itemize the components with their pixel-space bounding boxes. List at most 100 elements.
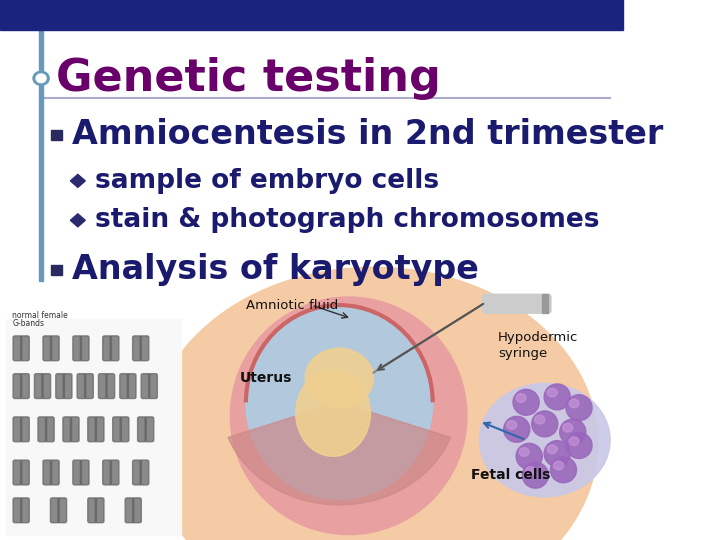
- FancyBboxPatch shape: [138, 417, 146, 442]
- FancyBboxPatch shape: [21, 336, 30, 361]
- Ellipse shape: [516, 394, 526, 402]
- FancyBboxPatch shape: [132, 336, 141, 361]
- FancyBboxPatch shape: [43, 336, 52, 361]
- Text: stain & photograph chromosomes: stain & photograph chromosomes: [94, 207, 599, 233]
- FancyBboxPatch shape: [127, 374, 136, 399]
- FancyBboxPatch shape: [88, 498, 96, 523]
- Text: Uterus: Uterus: [240, 371, 292, 385]
- FancyBboxPatch shape: [120, 417, 129, 442]
- FancyBboxPatch shape: [81, 460, 89, 485]
- Ellipse shape: [513, 389, 539, 415]
- FancyBboxPatch shape: [110, 336, 119, 361]
- FancyBboxPatch shape: [103, 460, 112, 485]
- FancyBboxPatch shape: [13, 374, 22, 399]
- FancyBboxPatch shape: [13, 498, 22, 523]
- Ellipse shape: [569, 399, 579, 408]
- Ellipse shape: [566, 395, 592, 421]
- FancyBboxPatch shape: [21, 374, 30, 399]
- FancyBboxPatch shape: [55, 374, 65, 399]
- Text: sample of embryo cells: sample of embryo cells: [94, 168, 438, 194]
- FancyBboxPatch shape: [21, 460, 30, 485]
- Circle shape: [33, 71, 49, 85]
- Ellipse shape: [566, 433, 592, 458]
- FancyBboxPatch shape: [73, 336, 81, 361]
- Ellipse shape: [526, 467, 536, 475]
- FancyBboxPatch shape: [71, 417, 79, 442]
- Ellipse shape: [150, 267, 598, 540]
- Text: Fetal cells: Fetal cells: [471, 468, 550, 482]
- Circle shape: [36, 74, 46, 83]
- Circle shape: [480, 383, 610, 497]
- Bar: [6, 319, 181, 535]
- FancyBboxPatch shape: [63, 374, 72, 399]
- Ellipse shape: [535, 415, 545, 424]
- FancyBboxPatch shape: [88, 417, 96, 442]
- FancyBboxPatch shape: [95, 417, 104, 442]
- FancyBboxPatch shape: [43, 460, 52, 485]
- Ellipse shape: [544, 384, 570, 410]
- Ellipse shape: [516, 443, 542, 469]
- FancyBboxPatch shape: [21, 498, 30, 523]
- Ellipse shape: [519, 448, 529, 456]
- Text: G-bands: G-bands: [12, 320, 45, 328]
- Text: Hypodermic
syringe: Hypodermic syringe: [498, 331, 578, 360]
- Polygon shape: [71, 174, 85, 187]
- FancyBboxPatch shape: [13, 460, 22, 485]
- FancyBboxPatch shape: [141, 374, 150, 399]
- Ellipse shape: [504, 416, 530, 442]
- Bar: [51, 265, 62, 275]
- Ellipse shape: [531, 411, 558, 437]
- Text: Genetic testing: Genetic testing: [56, 57, 441, 100]
- FancyBboxPatch shape: [132, 498, 141, 523]
- Ellipse shape: [522, 462, 549, 488]
- Bar: [0, 0, 623, 30]
- Bar: [51, 130, 62, 140]
- FancyBboxPatch shape: [106, 374, 114, 399]
- FancyBboxPatch shape: [73, 460, 81, 485]
- FancyBboxPatch shape: [13, 336, 22, 361]
- Text: Amniocentesis in 2nd trimester: Amniocentesis in 2nd trimester: [71, 118, 663, 152]
- FancyBboxPatch shape: [132, 460, 141, 485]
- FancyBboxPatch shape: [99, 374, 107, 399]
- FancyBboxPatch shape: [140, 460, 149, 485]
- Ellipse shape: [230, 297, 467, 535]
- Ellipse shape: [563, 423, 573, 432]
- FancyBboxPatch shape: [63, 417, 71, 442]
- FancyBboxPatch shape: [13, 417, 22, 442]
- Ellipse shape: [550, 457, 577, 483]
- FancyBboxPatch shape: [110, 460, 119, 485]
- Ellipse shape: [554, 461, 564, 470]
- FancyBboxPatch shape: [58, 498, 67, 523]
- FancyBboxPatch shape: [148, 374, 158, 399]
- FancyBboxPatch shape: [482, 294, 551, 313]
- FancyBboxPatch shape: [120, 374, 128, 399]
- FancyBboxPatch shape: [95, 498, 104, 523]
- FancyBboxPatch shape: [84, 374, 94, 399]
- Ellipse shape: [547, 388, 557, 397]
- FancyBboxPatch shape: [45, 417, 54, 442]
- FancyBboxPatch shape: [50, 498, 59, 523]
- FancyBboxPatch shape: [113, 417, 122, 442]
- Polygon shape: [71, 214, 85, 227]
- FancyBboxPatch shape: [50, 460, 59, 485]
- Text: Amniotic fluid: Amniotic fluid: [246, 299, 338, 312]
- FancyBboxPatch shape: [145, 417, 154, 442]
- Ellipse shape: [246, 305, 433, 500]
- Ellipse shape: [544, 441, 570, 467]
- FancyBboxPatch shape: [81, 336, 89, 361]
- Ellipse shape: [559, 419, 586, 445]
- Bar: [541, 294, 548, 313]
- FancyBboxPatch shape: [140, 336, 149, 361]
- FancyBboxPatch shape: [103, 336, 112, 361]
- FancyBboxPatch shape: [38, 417, 47, 442]
- Bar: [39, 16, 43, 281]
- Text: normal female: normal female: [12, 312, 68, 320]
- Ellipse shape: [569, 437, 579, 445]
- FancyBboxPatch shape: [125, 498, 134, 523]
- Ellipse shape: [547, 445, 557, 454]
- FancyBboxPatch shape: [77, 374, 86, 399]
- Text: Analysis of karyotype: Analysis of karyotype: [71, 253, 479, 287]
- Circle shape: [305, 348, 374, 408]
- FancyBboxPatch shape: [21, 417, 30, 442]
- FancyBboxPatch shape: [42, 374, 50, 399]
